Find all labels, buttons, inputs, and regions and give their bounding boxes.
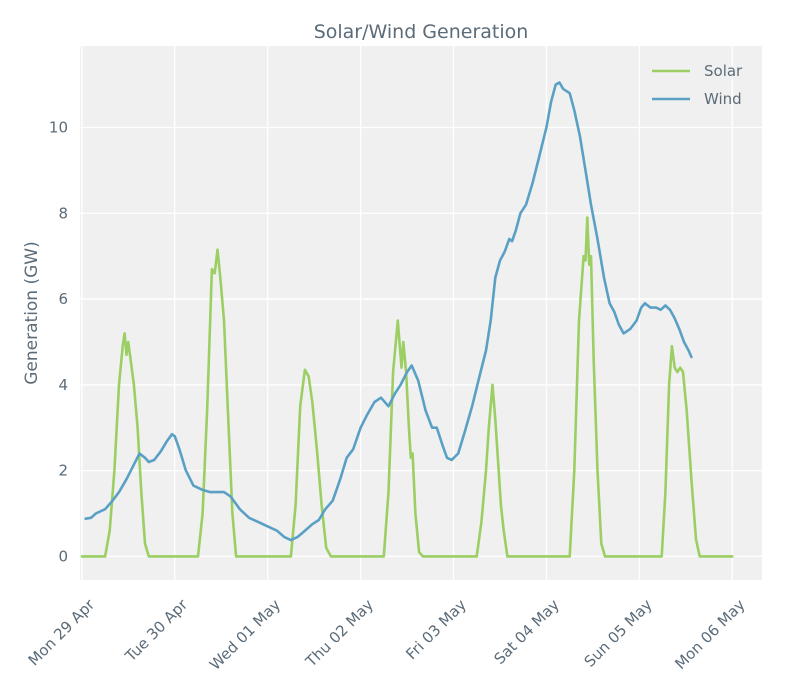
- legend-label-solar: Solar: [704, 62, 743, 80]
- x-tick-label: Sun 05 May: [581, 596, 656, 671]
- x-tick-label: Mon 06 May: [671, 596, 748, 673]
- y-tick-label: 2: [58, 462, 68, 480]
- y-tick-label: 4: [58, 376, 68, 394]
- x-tick-label: Tue 30 Apr: [121, 595, 192, 666]
- legend-label-wind: Wind: [704, 90, 742, 108]
- series-line-wind: [84, 81, 693, 542]
- y-axis-ticks: 0 2 4 6 8 10: [49, 118, 68, 565]
- legend: Solar Wind: [652, 62, 743, 108]
- y-axis-label: Generation (GW): [22, 241, 42, 385]
- grid: [80, 46, 762, 580]
- x-tick-label: Mon 29 Apr: [25, 595, 99, 669]
- y-tick-label: 0: [58, 547, 68, 565]
- series-line-solar: [80, 216, 734, 558]
- plot-area: [80, 46, 762, 580]
- chart-title: Solar/Wind Generation: [314, 21, 529, 43]
- x-tick-label: Fri 03 May: [402, 596, 470, 664]
- y-tick-label: 8: [58, 204, 68, 222]
- x-tick-label: Thu 02 May: [301, 596, 377, 672]
- series-layer: [80, 81, 734, 558]
- x-tick-label: Wed 01 May: [206, 596, 284, 674]
- y-tick-label: 6: [58, 290, 68, 308]
- x-axis-ticks: Mon 29 Apr Tue 30 Apr Wed 01 May Thu 02 May…: [25, 595, 749, 674]
- x-tick-label: Sat 04 May: [491, 596, 563, 668]
- y-tick-label: 10: [49, 118, 68, 136]
